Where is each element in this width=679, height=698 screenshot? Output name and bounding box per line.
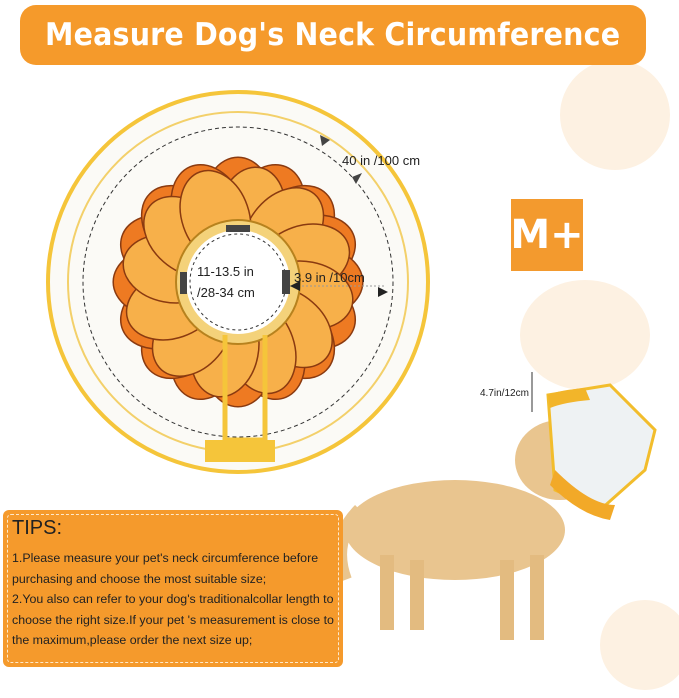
outer-circumference-label: 40 in /100 cm (342, 153, 421, 168)
title-banner: Measure Dog's Neck Circumference (20, 5, 646, 65)
paw-print-decoration (600, 600, 679, 690)
width-label: 3.9 in /10cm (294, 270, 365, 285)
depth-label: 4.7in/12cm (480, 388, 529, 399)
neck-size-label: 11-13.5 in (197, 264, 254, 279)
page-title: Measure Dog's Neck Circumference (45, 17, 621, 53)
collar-illustration (46, 90, 430, 474)
neck-size-label-cm: /28-34 cm (197, 285, 255, 300)
tips-box: TIPS: 1.Please measure your pet's neck c… (3, 510, 343, 667)
paw-print-decoration (560, 60, 670, 170)
tip-item: 1.Please measure your pet's neck circumf… (12, 551, 319, 586)
paw-print-decoration (520, 280, 650, 390)
size-badge: M+ (510, 199, 584, 271)
tip-item: 2.You also can refer to your dog's tradi… (12, 592, 334, 647)
tips-title: TIPS: (12, 517, 63, 539)
dog-photo (333, 372, 657, 640)
